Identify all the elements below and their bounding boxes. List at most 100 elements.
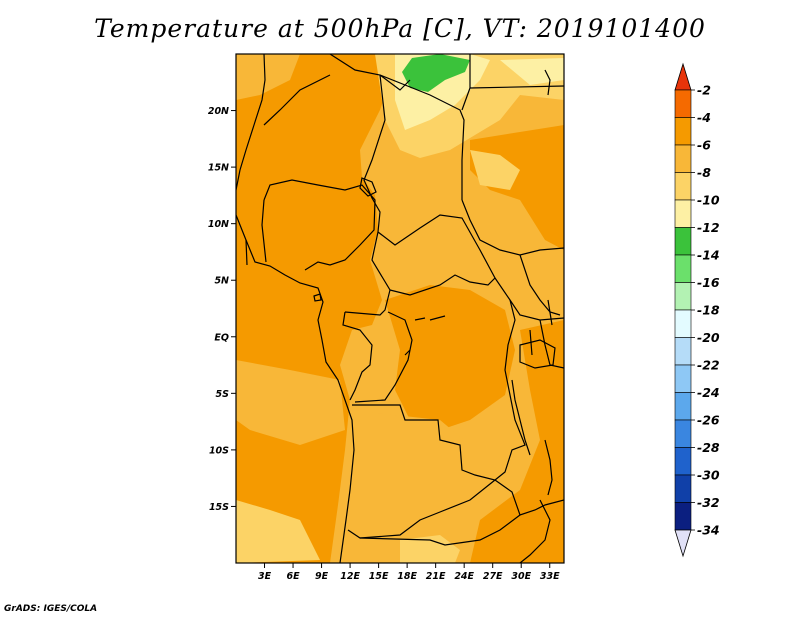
colorbar-top-arrow	[674, 62, 692, 91]
lat-tick-label: 10S	[209, 445, 229, 456]
border-uganda-kenya	[529, 299, 553, 356]
field-coolest-northeast	[500, 58, 564, 85]
lon-tick-label: 18E	[397, 571, 417, 582]
colorbar-label: -30	[697, 468, 720, 483]
colorbar-swatch	[674, 282, 692, 311]
colorbar-swatch	[674, 392, 692, 421]
lake-victoria	[519, 339, 556, 369]
lat-tick-label: 5N	[214, 276, 229, 287]
colorbar-swatch	[674, 144, 692, 173]
field-lighter-west	[236, 360, 345, 445]
border-drc-congo	[354, 311, 413, 403]
border-drc-east	[494, 299, 526, 481]
colorbar-label: -10	[697, 193, 720, 208]
coastline-west	[236, 54, 355, 563]
colorbar-label: -34	[697, 523, 720, 538]
lon-tick-label: 24E	[454, 571, 474, 582]
colorbar: -2 -4 -6 -8 -10 -12 -14 -16 -18 -20 -22 -24 -26 -28 -3…	[674, 62, 720, 558]
border-sudan-south	[461, 199, 564, 256]
colorbar-swatch	[674, 172, 692, 201]
country-borders	[236, 54, 564, 563]
colorbar-bottom-arrow	[674, 529, 692, 558]
lat-tick-label: 5S	[216, 389, 230, 400]
colorbar-label: -14	[697, 248, 720, 263]
colorbar-swatch	[674, 502, 692, 531]
border-cameroon	[344, 231, 391, 316]
latitude-axis: 20N 15N 10N 5N EQ 5S 10S 15S	[208, 106, 236, 513]
colorbar-swatch	[674, 254, 692, 283]
colorbar-label: -12	[697, 220, 720, 235]
border-niger-chad	[363, 74, 386, 233]
border-east-africa	[519, 254, 564, 369]
border-libya-chad	[379, 74, 465, 200]
lon-tick-label: 9E	[315, 571, 329, 582]
colorbar-label: -28	[697, 440, 720, 455]
colorbar-label: -22	[697, 358, 720, 373]
lon-tick-label: 15E	[369, 571, 389, 582]
temperature-field	[236, 54, 564, 563]
border-nigeria-benin	[261, 199, 267, 263]
map-frame	[235, 53, 565, 564]
colorbar-swatch	[674, 117, 692, 146]
colorbar-swatch	[674, 309, 692, 338]
field-warm-center	[385, 285, 515, 430]
lat-tick-label: 15N	[208, 163, 229, 174]
field-cool-southwest	[236, 500, 320, 563]
lake-malawi	[544, 439, 553, 496]
lat-tick-label: 10N	[208, 219, 229, 230]
border-ghana-togo	[245, 239, 248, 266]
colorbar-swatch	[674, 447, 692, 476]
border-angola	[347, 404, 497, 539]
colorbar-label: -6	[697, 138, 711, 153]
border-mozambique	[519, 499, 551, 563]
field-green-patch	[402, 54, 470, 92]
lon-tick-label: 3E	[258, 571, 272, 582]
border-egypt-sudan	[469, 85, 564, 89]
colorbar-label: -4	[697, 110, 711, 125]
lon-tick-label: 33E	[540, 571, 560, 582]
border-south-sudan	[494, 277, 564, 321]
lon-tick-label: 27E	[483, 571, 503, 582]
field-lighter-north	[236, 54, 300, 100]
colorbar-label: -16	[697, 275, 720, 290]
lon-tick-label: 30E	[511, 571, 531, 582]
chart-title: Temperature at 500hPa [C], VT: 201910140…	[94, 14, 706, 43]
colorbar-label: -24	[697, 385, 720, 400]
colorbar-label: -18	[697, 303, 720, 318]
colorbar-swatch	[674, 364, 692, 393]
river-congo	[404, 315, 446, 356]
coast-red-sea	[544, 69, 551, 96]
border-nigeria	[263, 179, 376, 271]
field-lighter-south	[340, 410, 470, 563]
border-sudan-west	[461, 54, 471, 111]
border-namibia	[359, 514, 521, 546]
lake-tanganyika	[511, 379, 531, 456]
colorbar-label: -2	[697, 83, 711, 98]
lat-tick-label: 20N	[208, 106, 229, 117]
colorbar-swatch	[674, 89, 692, 118]
border-zambia	[494, 479, 564, 516]
grads-credit: GrADS: IGES/COLA	[4, 604, 98, 614]
colorbar-swatch	[674, 419, 692, 448]
border-congo	[342, 311, 373, 401]
colorbar-swatch	[674, 199, 692, 228]
lake-chad	[359, 177, 377, 197]
colorbar-label: -32	[697, 495, 720, 510]
colorbar-label: -20	[697, 330, 720, 345]
lon-tick-label: 6E	[286, 571, 300, 582]
border-niger-west	[263, 74, 331, 126]
lon-tick-label: 21E	[426, 571, 446, 582]
lon-tick-label: 12E	[340, 571, 360, 582]
lat-tick-label: EQ	[214, 332, 229, 343]
island-bioko	[313, 293, 322, 302]
colorbar-swatch	[674, 227, 692, 256]
lat-tick-label: 15S	[209, 502, 229, 513]
field-cool-south	[400, 535, 460, 563]
colorbar-swatch	[674, 474, 692, 503]
field-cool-east	[470, 150, 520, 190]
colorbar-label: -8	[697, 165, 711, 180]
colorbar-swatch	[674, 337, 692, 366]
colorbar-label: -26	[697, 413, 720, 428]
longitude-axis: 3E 6E 9E 12E 15E 18E 21E 24E 27E 30E 33E	[258, 563, 560, 582]
